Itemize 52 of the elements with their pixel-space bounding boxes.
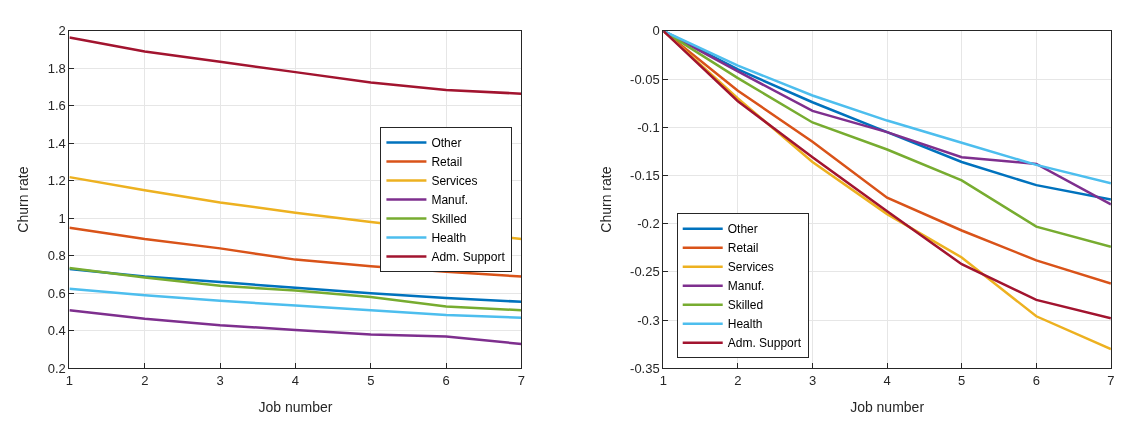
legend-label: Adm. Support (727, 336, 802, 351)
y-tick-label: 0.4 (47, 323, 66, 339)
x-tick-label: 3 (216, 372, 224, 388)
x-axis-title: Job number (850, 399, 925, 416)
x-tick-label: 2 (141, 372, 149, 388)
x-tick-label: 4 (883, 372, 891, 388)
y-tick-label: 1.8 (47, 60, 66, 76)
y-tick-label: 1.2 (47, 173, 66, 189)
y-axis-title: Churn rate (597, 166, 614, 233)
y-tick-label: -0.35 (630, 360, 660, 376)
x-tick-label: 5 (958, 372, 966, 388)
x-tick-label: 5 (367, 372, 375, 388)
legend-label: Adm. Support (431, 250, 506, 265)
line-series (69, 308, 522, 346)
y-tick-label: 1 (58, 210, 66, 226)
x-tick-label: 7 (517, 372, 526, 388)
legend-label: Other (727, 222, 758, 237)
line-series (69, 266, 522, 312)
legend-label: Services (727, 260, 774, 275)
x-tick-label: 6 (1032, 372, 1040, 388)
x-tick-label: 4 (291, 372, 300, 388)
legend-label: Skilled (431, 212, 467, 227)
legend-label: Retail (431, 155, 463, 170)
legend-label: Other (431, 136, 462, 151)
line-series (69, 36, 522, 95)
legend-label: Health (431, 231, 467, 246)
y-tick-label: -0.15 (630, 168, 660, 184)
x-tick-label: 2 (734, 372, 742, 388)
y-tick-label: 1.6 (47, 98, 66, 114)
line-series (69, 287, 522, 319)
y-tick-label: 1.4 (47, 135, 66, 151)
x-tick-label: 6 (442, 372, 450, 388)
legend-label: Services (431, 174, 478, 189)
y-tick-label: -0.25 (630, 264, 660, 280)
y-tick-label: 0.6 (47, 285, 66, 301)
y-tick-label: 0.8 (47, 248, 66, 264)
x-axis-title: Job number (258, 399, 333, 416)
legend-label: Retail (727, 241, 759, 256)
y-tick-label: 2 (58, 23, 66, 39)
legend-label: Health (727, 317, 763, 332)
x-tick-label: 7 (1107, 372, 1115, 388)
x-tick-label: 3 (808, 372, 817, 388)
y-tick-label: -0.3 (637, 312, 660, 328)
y-tick-label: 0 (652, 23, 660, 39)
y-tick-label: -0.2 (637, 216, 660, 232)
legend-label: Manuf. (431, 193, 469, 208)
legend-label: Manuf. (727, 279, 765, 294)
y-tick-label: -0.05 (630, 71, 660, 87)
y-axis-title: Churn rate (15, 166, 32, 233)
legend-label: Skilled (727, 298, 764, 313)
y-tick-label: 0.2 (47, 360, 66, 376)
y-tick-label: -0.1 (637, 119, 660, 135)
